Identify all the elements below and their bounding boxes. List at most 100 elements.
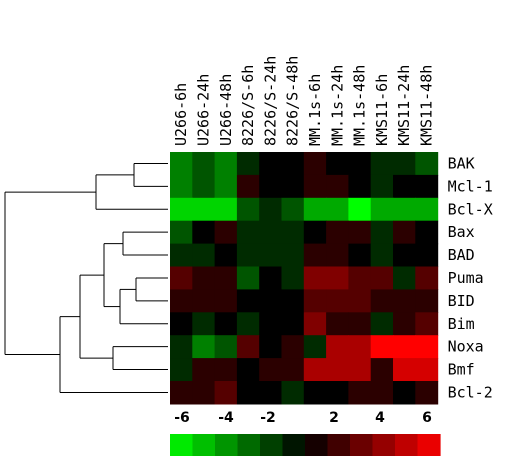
column-label: KMS11-24h [395, 65, 413, 146]
heatmap-cell-BAK-MM.1s-24h [326, 152, 349, 176]
heatmap-cell-Noxa-8226/S-24h [259, 335, 283, 359]
heatmap-cell-Bcl-2-U266-24h [192, 381, 216, 405]
heatmap-cell-BID-MM.1s-6h [303, 289, 327, 313]
heatmap-cell-Puma-8226/S-48h [281, 266, 305, 290]
heatmap-cell-Noxa-MM.1s-48h [348, 335, 372, 359]
heatmap-cell-Bcl-X-8226/S-24h [259, 197, 283, 222]
color-scale-step [350, 434, 374, 456]
heatmap-cell-BAD-U266-24h [192, 243, 216, 268]
color-scale-step [395, 434, 419, 456]
heatmap-cell-BAD-U266-6h [170, 243, 193, 268]
heatmap-cell-BID-U266-24h [192, 289, 216, 313]
heatmap-cell-Bax-8226/S-6h [236, 220, 260, 245]
heatmap-cell-Bcl-2-U266-6h [170, 381, 193, 405]
heatmap-cell-Bax-U266-48h [214, 220, 238, 245]
heatmap-cell-Mcl-1-U266-24h [192, 174, 216, 199]
heatmap-cell-BID-8226/S-48h [281, 289, 305, 313]
heatmap-cell-Bim-MM.1s-6h [303, 312, 327, 336]
heatmap-cell-Bmf-KMS11-24h [393, 358, 416, 382]
heatmap-cell-Bcl-X-8226/S-6h [236, 197, 260, 222]
heatmap-cell-Puma-MM.1s-24h [326, 266, 349, 290]
heatmap-cell-Bcl-2-MM.1s-48h [348, 381, 372, 405]
row-label: BID [448, 292, 475, 310]
heatmap-cell-Puma-U266-48h [214, 266, 238, 290]
heatmap-cell-Bmf-KMS11-6h [370, 358, 394, 382]
heatmap-cell-Bcl-2-KMS11-48h [415, 381, 439, 405]
heatmap-cell-BID-U266-48h [214, 289, 238, 313]
heatmap-cell-Noxa-MM.1s-24h [326, 335, 349, 359]
heatmap-cell-BAK-8226/S-48h [281, 152, 305, 176]
color-scale-label: 4 [375, 410, 385, 426]
color-scale-label: 2 [329, 410, 339, 426]
heatmap-cell-Puma-KMS11-6h [370, 266, 394, 290]
heatmap-cell-BID-KMS11-24h [393, 289, 416, 313]
heatmap-cell-BAD-MM.1s-6h [303, 243, 327, 268]
heatmap-cell-Bcl-X-8226/S-48h [281, 197, 305, 222]
row-label: BAK [448, 154, 475, 172]
heatmap-cell-Bax-KMS11-6h [370, 220, 394, 245]
color-scale-step [170, 434, 194, 456]
heatmap-cell-Noxa-U266-6h [170, 335, 193, 359]
heatmap-cell-Puma-MM.1s-6h [303, 266, 327, 290]
color-scale-step [305, 434, 329, 456]
color-scale-label: -4 [218, 410, 234, 426]
heatmap-cell-BAK-U266-24h [192, 152, 216, 176]
heatmap-cell-Bim-U266-48h [214, 312, 238, 336]
heatmap-cell-Noxa-KMS11-48h [415, 335, 439, 359]
heatmap-cell-BAK-U266-6h [170, 152, 193, 176]
heatmap-cell-BAK-U266-48h [214, 152, 238, 176]
heatmap-cell-BAD-KMS11-24h [393, 243, 416, 268]
heatmap-cell-Puma-8226/S-6h [236, 266, 260, 290]
heatmap-cell-Bmf-U266-24h [192, 358, 216, 382]
heatmap-cell-Bmf-8226/S-48h [281, 358, 305, 382]
heatmap-cell-BAD-8226/S-24h [259, 243, 283, 268]
heatmap-cell-BAK-8226/S-6h [236, 152, 260, 176]
color-scale-step [260, 434, 284, 456]
heatmap-cell-Bcl-2-MM.1s-6h [303, 381, 327, 405]
heatmap-cell-Puma-KMS11-48h [415, 266, 439, 290]
heatmap-cell-Noxa-U266-48h [214, 335, 238, 359]
heatmap-cell-BAD-MM.1s-24h [326, 243, 349, 268]
heatmap-cell-Mcl-1-8226/S-24h [259, 174, 283, 199]
color-scale-labels: -6 -4 -2 2 4 6 [174, 410, 432, 426]
column-label: KMS11-48h [417, 65, 435, 146]
heatmap-cell-BAD-KMS11-6h [370, 243, 394, 268]
heatmap-cell-Bcl-X-U266-6h [170, 197, 193, 222]
heatmap-cell-Noxa-8226/S-6h [236, 335, 260, 359]
heatmap-cell-Bcl-X-KMS11-48h [415, 197, 439, 222]
heatmap-cell-Bcl-2-U266-48h [214, 381, 238, 405]
heatmap-cell-Puma-U266-24h [192, 266, 216, 290]
heatmap-cell-BID-MM.1s-24h [326, 289, 349, 313]
heatmap-cell-Mcl-1-KMS11-48h [415, 174, 439, 199]
heatmap-cell-BAD-U266-48h [214, 243, 238, 268]
column-label: 8226/S-6h [239, 65, 257, 146]
heatmap-cell-Bax-U266-6h [170, 220, 193, 245]
heatmap-grid [170, 152, 439, 405]
heatmap-cell-Mcl-1-MM.1s-6h [303, 174, 327, 199]
color-scale-step [282, 434, 306, 456]
heatmap-cell-Mcl-1-MM.1s-24h [326, 174, 349, 199]
row-label: Mcl-1 [448, 177, 493, 195]
heatmap-cell-Bax-8226/S-48h [281, 220, 305, 245]
heatmap-cell-Mcl-1-8226/S-6h [236, 174, 260, 199]
heatmap-cell-BID-KMS11-48h [415, 289, 439, 313]
column-label: 8226/S-48h [284, 56, 302, 146]
heatmap-cell-BAD-KMS11-48h [415, 243, 439, 268]
color-scale-step [237, 434, 261, 456]
heatmap-cell-Bcl-2-8226/S-24h [259, 381, 283, 405]
heatmap-cell-BAK-KMS11-24h [393, 152, 416, 176]
heatmap-cell-BID-8226/S-24h [259, 289, 283, 313]
heatmap-cell-Bax-MM.1s-48h [348, 220, 372, 245]
heatmap-cell-Bax-MM.1s-6h [303, 220, 327, 245]
heatmap-cell-Noxa-U266-24h [192, 335, 216, 359]
heatmap-cell-Bcl-2-MM.1s-24h [326, 381, 349, 405]
column-labels: U266-6h U266-24h U266-48h 8226/S-6h 8226/S-2… [172, 56, 435, 146]
heatmap-cell-Bmf-MM.1s-6h [303, 358, 327, 382]
heatmap-cell-BID-U266-6h [170, 289, 193, 313]
heatmap-cell-BID-MM.1s-48h [348, 289, 372, 313]
heatmap-cell-Bax-U266-24h [192, 220, 216, 245]
color-scale-step [417, 434, 441, 456]
heatmap-cell-Bax-KMS11-24h [393, 220, 416, 245]
heatmap-cell-Bim-MM.1s-48h [348, 312, 372, 336]
